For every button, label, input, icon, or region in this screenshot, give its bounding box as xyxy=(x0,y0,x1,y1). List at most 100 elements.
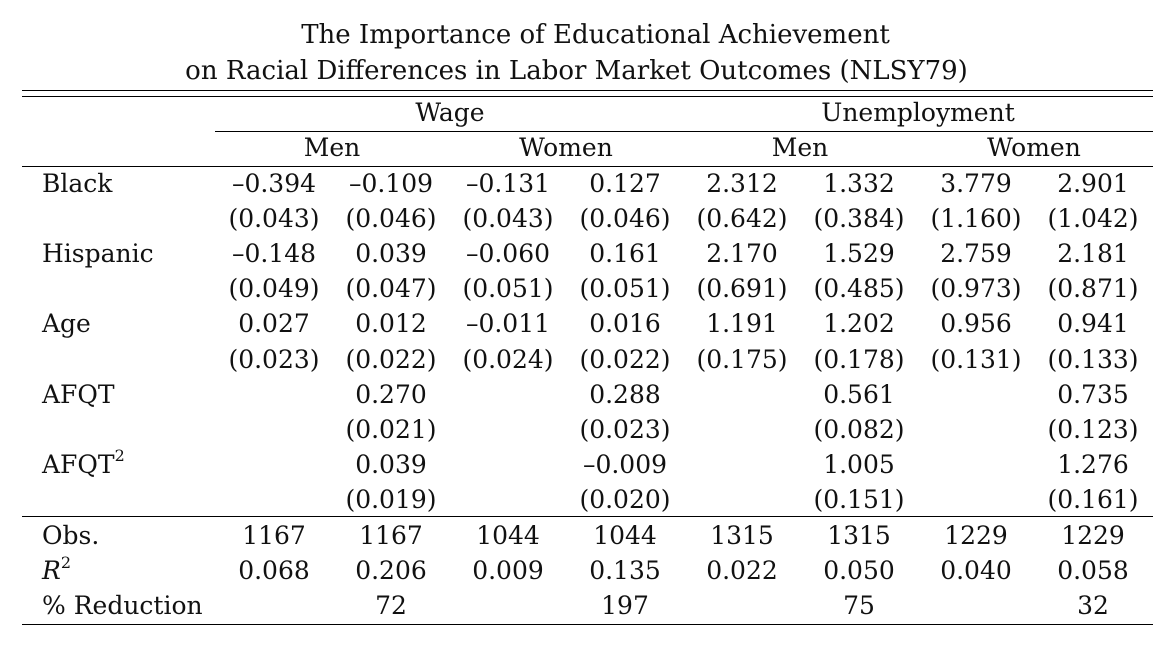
table-cell: 3.779 xyxy=(940,169,1012,198)
row-label: R2 xyxy=(42,553,71,588)
table-cell: (0.024) xyxy=(462,344,554,374)
table-cell: 0.027 xyxy=(238,309,310,339)
group-rule xyxy=(215,131,1153,132)
top-rule-second xyxy=(22,96,1153,97)
table-cell: (0.043) xyxy=(228,204,320,234)
stats-row: R2 0.068 0.206 0.009 0.135 0.022 0.050 0.040 0.0… xyxy=(0,553,1167,588)
table-cell: 0.058 xyxy=(1057,556,1129,585)
stats-row: % Reduction 72 197 75 32 xyxy=(0,588,1167,623)
table-row: Hispanic –0.148 0.039 –0.060 0.161 2.170 1.529… xyxy=(0,236,1167,271)
table-cell: (0.642) xyxy=(696,204,788,234)
table-cell: 0.016 xyxy=(589,309,661,339)
table-cell: (0.047) xyxy=(345,274,437,304)
table-cell: (1.160) xyxy=(930,204,1022,234)
table-cell: 1.005 xyxy=(823,449,895,479)
table-row: AFQT2 0.039 –0.009 1.005 1.276 xyxy=(0,447,1167,482)
table-cell: 1044 xyxy=(476,521,540,550)
table-cell: 1315 xyxy=(710,521,774,550)
table-cell: (0.384) xyxy=(813,204,905,234)
group-header-wage: Wage xyxy=(415,98,485,127)
subheader-wage-men: Men xyxy=(303,133,361,162)
table-row: (0.049) (0.047) (0.051) (0.051) (0.691) (0.48… xyxy=(0,271,1167,306)
table-cell: 32 xyxy=(1077,591,1109,620)
row-label: % Reduction xyxy=(42,588,203,623)
table-cell: (0.691) xyxy=(696,274,788,304)
row-label: Age xyxy=(42,306,91,341)
table-cell: 1315 xyxy=(827,521,891,550)
table-row: (0.021) (0.023) (0.082) (0.123) xyxy=(0,412,1167,447)
row-label-text: % Reduction xyxy=(42,591,203,620)
table-cell: 0.039 xyxy=(355,239,427,269)
table-cell: (0.973) xyxy=(930,274,1022,304)
table-cell: 0.288 xyxy=(589,379,661,409)
table-cell: 0.127 xyxy=(589,169,661,198)
table-cell: –0.148 xyxy=(231,239,317,269)
table-cell: –0.011 xyxy=(465,309,551,339)
table-cell: 0.735 xyxy=(1057,379,1129,409)
table-cell: 0.161 xyxy=(589,239,661,269)
row-label: Black xyxy=(42,166,112,201)
subheader-unemp-men: Men xyxy=(771,133,829,162)
bottom-rule xyxy=(22,624,1153,625)
table-cell: (0.161) xyxy=(1047,484,1139,514)
table-cell: 1167 xyxy=(242,521,306,550)
table-row: Black –0.394 –0.109 –0.131 0.127 2.312 1.332 3.… xyxy=(0,166,1167,201)
table-cell: (0.046) xyxy=(579,204,671,234)
row-label: AFQT2 xyxy=(42,447,125,482)
table-cell: 0.956 xyxy=(940,309,1012,339)
table-cell: (0.043) xyxy=(462,204,554,234)
table-row: (0.043) (0.046) (0.043) (0.046) (0.642) (0.38… xyxy=(0,201,1167,236)
table-cell: (0.021) xyxy=(345,414,437,444)
table-cell: 0.135 xyxy=(589,556,661,585)
stats-rule xyxy=(22,516,1153,517)
table-cell: (0.123) xyxy=(1047,414,1139,444)
row-label: Hispanic xyxy=(42,236,154,271)
table-cell: 0.050 xyxy=(823,556,895,585)
row-label-superscript: 2 xyxy=(60,552,72,572)
table-cell: (0.485) xyxy=(813,274,905,304)
table-cell: 1.529 xyxy=(823,239,895,269)
stats-row: Obs. 1167 1167 1044 1044 1315 1315 1229 1229 xyxy=(0,518,1167,553)
table-cell: (0.051) xyxy=(579,274,671,304)
table-cell: 0.022 xyxy=(706,556,778,585)
table-cell: 1229 xyxy=(944,521,1008,550)
table-cell: 72 xyxy=(375,591,407,620)
table-cell: 1.202 xyxy=(823,309,895,339)
table-cell: –0.131 xyxy=(465,169,551,198)
table-cell: (0.023) xyxy=(228,344,320,374)
table-cell: 0.270 xyxy=(355,379,427,409)
table-cell: 197 xyxy=(601,591,649,620)
table-cell: (0.019) xyxy=(345,484,437,514)
table-cell: 2.181 xyxy=(1057,239,1129,269)
row-label-text: Black xyxy=(42,169,113,198)
group-header-unemployment: Unemployment xyxy=(821,98,1015,127)
top-rule xyxy=(22,90,1153,91)
row-label-text: AFQT xyxy=(42,449,115,479)
table-cell: 1044 xyxy=(593,521,657,550)
row-label: AFQT xyxy=(42,377,115,412)
row-label-text: Age xyxy=(42,309,91,339)
subheader-unemp-women: Women xyxy=(987,133,1081,162)
table-cell: (0.131) xyxy=(930,344,1022,374)
table-cell: 0.206 xyxy=(355,556,427,585)
table-cell: 0.941 xyxy=(1057,309,1129,339)
table-cell: –0.060 xyxy=(465,239,551,269)
table-cell: 0.009 xyxy=(472,556,544,585)
table-cell: (0.049) xyxy=(228,274,320,304)
table-row: (0.019) (0.020) (0.151) (0.161) xyxy=(0,482,1167,517)
table-cell: (0.871) xyxy=(1047,274,1139,304)
table-cell: (0.133) xyxy=(1047,344,1139,374)
subheader-wage-women: Women xyxy=(519,133,613,162)
table-title-line2: on Racial Differences in Labor Market Ou… xyxy=(185,56,968,86)
table-cell: (0.178) xyxy=(813,344,905,374)
table-row: Age 0.027 0.012 –0.011 0.016 1.191 1.202 0.956 0… xyxy=(0,306,1167,341)
table-cell: (0.023) xyxy=(579,414,671,444)
table-cell: (1.042) xyxy=(1047,204,1139,234)
table-cell: 1.332 xyxy=(823,169,895,198)
table-cell: (0.175) xyxy=(696,344,788,374)
row-label-text: R xyxy=(42,556,61,585)
table-cell: (0.151) xyxy=(813,484,905,514)
table-cell: (0.051) xyxy=(462,274,554,304)
table-title-line1: The Importance of Educational Achievemen… xyxy=(301,20,890,50)
